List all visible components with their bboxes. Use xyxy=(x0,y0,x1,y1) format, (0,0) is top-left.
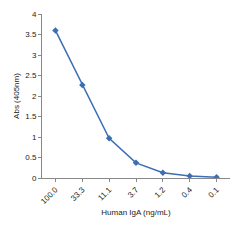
svg-text:100.0: 100.0 xyxy=(39,185,60,206)
svg-text:1: 1 xyxy=(32,133,37,142)
svg-text:Human IgA (ng/mL): Human IgA (ng/mL) xyxy=(101,208,171,217)
svg-text:1.2: 1.2 xyxy=(153,185,168,200)
svg-text:1.5: 1.5 xyxy=(25,112,37,121)
svg-text:0: 0 xyxy=(32,174,37,183)
svg-text:4: 4 xyxy=(32,10,37,19)
svg-text:2: 2 xyxy=(32,92,37,101)
svg-text:0.5: 0.5 xyxy=(25,153,37,162)
svg-text:3.5: 3.5 xyxy=(25,30,37,39)
svg-text:33.3: 33.3 xyxy=(69,185,87,203)
svg-text:3.7: 3.7 xyxy=(126,185,141,200)
svg-text:0.4: 0.4 xyxy=(180,185,195,200)
svg-text:2.5: 2.5 xyxy=(25,71,37,80)
svg-text:0.1: 0.1 xyxy=(207,185,222,200)
svg-text:11.1: 11.1 xyxy=(96,185,113,202)
svg-text:Abs (405nm): Abs (405nm) xyxy=(12,73,21,119)
svg-text:3: 3 xyxy=(32,51,37,60)
